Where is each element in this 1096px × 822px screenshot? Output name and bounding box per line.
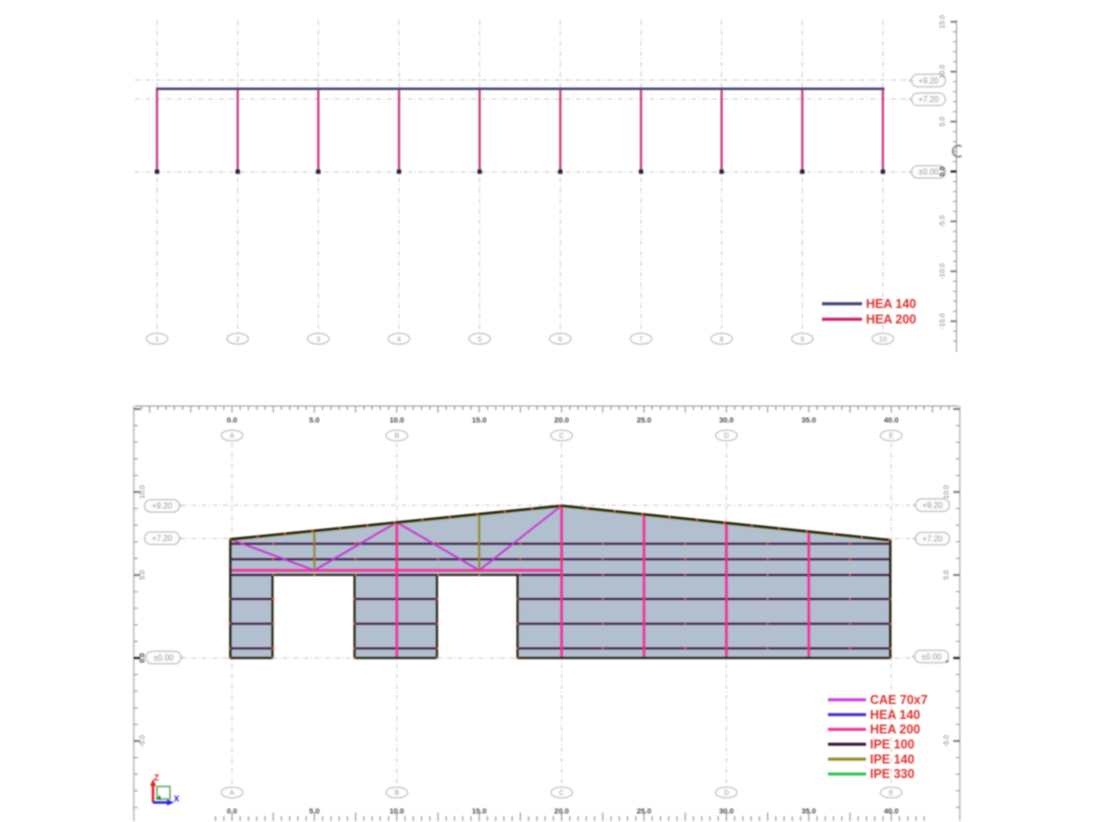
svg-text:±0.00: ±0.00 [919,168,940,177]
svg-text:10.0: 10.0 [944,485,951,499]
svg-text:IPE 140: IPE 140 [870,752,915,766]
svg-text:D: D [724,433,729,440]
svg-text:5.0: 5.0 [940,117,947,127]
svg-text:9: 9 [800,336,804,343]
svg-text:A: A [230,433,235,440]
svg-text:3: 3 [316,336,320,343]
svg-text:HEA 140: HEA 140 [866,297,916,311]
svg-text:10.0: 10.0 [940,65,947,79]
svg-text:25.0: 25.0 [637,807,652,816]
svg-text:-15.0: -15.0 [940,313,947,329]
svg-text:25.0: 25.0 [637,416,652,425]
svg-text:+9.20: +9.20 [152,502,173,511]
svg-text:20.0: 20.0 [554,807,569,816]
svg-text:35.0: 35.0 [801,807,816,816]
svg-text:10.0: 10.0 [389,416,404,425]
svg-text:HEA 200: HEA 200 [870,723,920,737]
svg-text:B: B [394,433,399,440]
svg-text:IPE 330: IPE 330 [870,767,915,781]
svg-text:-5.0: -5.0 [140,735,147,747]
svg-text:15.0: 15.0 [472,807,487,816]
svg-text:0.0: 0.0 [227,416,237,425]
svg-text:40.0: 40.0 [884,416,899,425]
svg-text:C: C [559,790,564,797]
svg-text:X: X [174,794,180,804]
svg-text:±0.00: ±0.00 [922,652,943,661]
svg-text:+7.20: +7.20 [918,95,939,104]
svg-text:10.0: 10.0 [389,807,404,816]
svg-text:15.0: 15.0 [472,416,487,425]
svg-text:D: D [724,790,729,797]
svg-text:+7.20: +7.20 [922,534,943,543]
svg-text:10: 10 [879,336,887,343]
svg-text:2: 2 [236,336,240,343]
svg-text:+9.20: +9.20 [922,501,943,510]
svg-text:-10.0: -10.0 [940,263,947,279]
svg-text:+7.20: +7.20 [152,534,173,543]
svg-text:7: 7 [639,336,643,343]
svg-text:HEA 200: HEA 200 [866,313,916,327]
svg-text:5: 5 [478,336,482,343]
svg-text:-5.0: -5.0 [944,735,951,747]
svg-text:40.0: 40.0 [884,807,899,816]
svg-text:4: 4 [397,336,401,343]
svg-text:Z: Z [154,773,159,783]
svg-text:1: 1 [155,336,159,343]
svg-text:15.0: 15.0 [940,15,947,29]
svg-text:5.0: 5.0 [944,570,951,580]
svg-text:+9.20: +9.20 [918,76,939,85]
svg-text:0.0: 0.0 [940,167,947,177]
svg-text:-5.0: -5.0 [940,215,947,227]
svg-text:8: 8 [720,336,724,343]
svg-text:6: 6 [558,336,562,343]
svg-text:20.0: 20.0 [554,416,569,425]
svg-text:E: E [889,433,894,440]
svg-text:CAE 70x7: CAE 70x7 [870,693,928,707]
svg-text:±0.00: ±0.00 [154,653,175,662]
svg-text:30.0: 30.0 [719,416,734,425]
svg-text:5.0: 5.0 [309,807,319,816]
svg-text:0.0: 0.0 [140,653,147,663]
svg-text:30.0: 30.0 [719,807,734,816]
svg-text:B: B [394,790,399,797]
svg-text:A: A [230,790,235,797]
svg-text:IPE 100: IPE 100 [870,738,915,752]
svg-text:10.0: 10.0 [140,485,147,499]
svg-text:0.0: 0.0 [227,807,237,816]
svg-text:HEA 140: HEA 140 [870,708,920,722]
svg-text:5.0: 5.0 [140,570,147,580]
svg-text:5.0: 5.0 [309,416,319,425]
svg-text:35.0: 35.0 [801,416,816,425]
svg-text:E: E [889,790,894,797]
svg-text:C: C [559,433,564,440]
